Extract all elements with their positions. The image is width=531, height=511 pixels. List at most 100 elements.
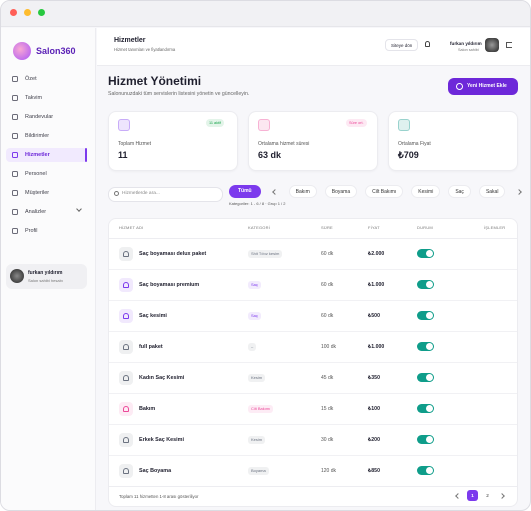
search-icon [114,191,119,196]
search-box [108,187,223,202]
header [97,28,530,66]
menu-item[interactable]: Randevular [25,114,54,120]
duration: 120 dk [321,468,337,474]
menu-item[interactable]: Müşteriler [25,190,50,196]
price: ₺100 [368,406,380,412]
menu-icon [12,190,18,196]
chip-row: Tümü Bakım Boyama Cilt Bakımı Kesimi Saç Sakal [229,185,525,198]
chip-chevron[interactable] [271,188,278,195]
stat-label: Ortalama hizmet süresi [258,141,310,147]
filter-chip[interactable]: Saç [448,185,471,198]
header-user-role: Salon sahibi [458,48,479,52]
menu-active-bar [85,148,87,162]
menu-icon [12,228,18,234]
column-header: DURUM [417,225,433,230]
service-name: full paket [139,344,163,350]
chip-chevron[interactable] [516,188,523,195]
status-toggle[interactable] [417,404,434,413]
menu-icon [12,152,18,158]
menu-item[interactable]: Hizmetler [25,152,50,158]
status-toggle[interactable] [417,280,434,289]
filter-chip[interactable]: Tümü [229,185,261,198]
row-divider [109,424,517,425]
menu-item[interactable]: Özet [25,76,37,82]
duration: 30 dk [321,437,334,443]
add-icon [456,83,463,90]
duration: 45 dk [321,375,334,381]
stat-value: 63 dk [258,150,282,160]
bell-icon [425,41,430,47]
duration: 15 dk [321,406,334,412]
column-header: SÜRE [321,225,333,230]
filter-chip[interactable]: Bakım [288,185,317,198]
menu-active-bg [6,148,87,162]
status-toggle[interactable] [417,466,434,475]
status-toggle[interactable] [417,342,434,351]
page-button[interactable]: 1 [467,490,478,501]
service-name: Kadın Saç Kesimi [139,375,185,381]
toggle-knob [426,467,433,474]
user-avatar [10,269,24,283]
toggle-knob [426,281,433,288]
filter-chip[interactable]: Boyama [324,185,358,198]
page-chevron[interactable] [455,492,461,499]
category-pill: Shit Tıbız kesim [248,250,283,258]
row-divider [109,362,517,363]
category-pill: Kesim [248,436,266,444]
menu-item[interactable]: Profil [25,228,38,234]
menu-icon [12,171,18,177]
brand: Salon360 [36,46,76,56]
stat-label: Ortalama Fiyat [398,141,431,147]
menu-item[interactable]: Takvim [25,95,43,101]
price: ₺1.000 [368,344,385,350]
menu-item[interactable]: Bildirimler [25,133,50,139]
row-divider [109,455,517,456]
category-pill: Saç [248,312,261,320]
toggle-knob [426,436,433,443]
menu-icon [12,133,18,139]
stat-value: 11 [118,150,128,160]
search-placeholder[interactable]: Hizmetlerde ara... [122,191,160,196]
status-toggle[interactable] [417,373,434,382]
stat-icon [258,119,270,131]
menu-item[interactable]: Analizler [25,209,47,215]
menu-icon [12,76,18,82]
category-pill: Boyama [248,467,269,475]
window-dot [24,9,31,16]
row-divider [109,331,517,332]
page-subtitle: Salonunuzdaki tüm servislerin listesini … [108,91,250,97]
status-toggle[interactable] [417,311,434,320]
page-chevron[interactable] [499,492,505,499]
status-toggle[interactable] [417,435,434,444]
add-button[interactable]: Yeni Hizmet Ekle [448,78,518,95]
title-bar [1,1,530,27]
price: ₺350 [368,375,380,381]
price: ₺1.000 [368,282,385,288]
toggle-knob [426,312,433,319]
site-button[interactable]: Siteye dön [385,39,419,51]
service-icon-glyph [123,406,129,412]
filter-info: Kategoriler: 1 - 6 / 8 · Grup 1 / 2 [229,201,286,206]
duration: 60 dk [321,282,334,288]
toggle-knob [426,343,433,350]
toggle-knob [426,374,433,381]
stat-icon [118,119,130,131]
header-title: Hizmetler [114,37,146,44]
footer-divider [109,486,517,487]
menu-icon [12,114,18,120]
toggle-knob [426,405,433,412]
column-header: KATEGORİ [248,225,270,230]
service-icon-glyph [123,313,129,319]
page-button[interactable]: 2 [486,493,489,498]
filter-chip[interactable]: Cilt Bakımı [365,185,404,198]
status-toggle[interactable] [417,249,434,258]
service-icon-glyph [123,437,129,443]
filter-chip[interactable]: Sakal [478,185,506,198]
window-dot [38,9,45,16]
category-pill: – [248,343,257,351]
stat-value: ₺709 [398,150,419,160]
filter-chip[interactable]: Kesimi [411,185,441,198]
menu-item[interactable]: Personel [25,171,47,177]
category-pill: Saç [248,281,261,289]
logout-icon [506,42,512,48]
